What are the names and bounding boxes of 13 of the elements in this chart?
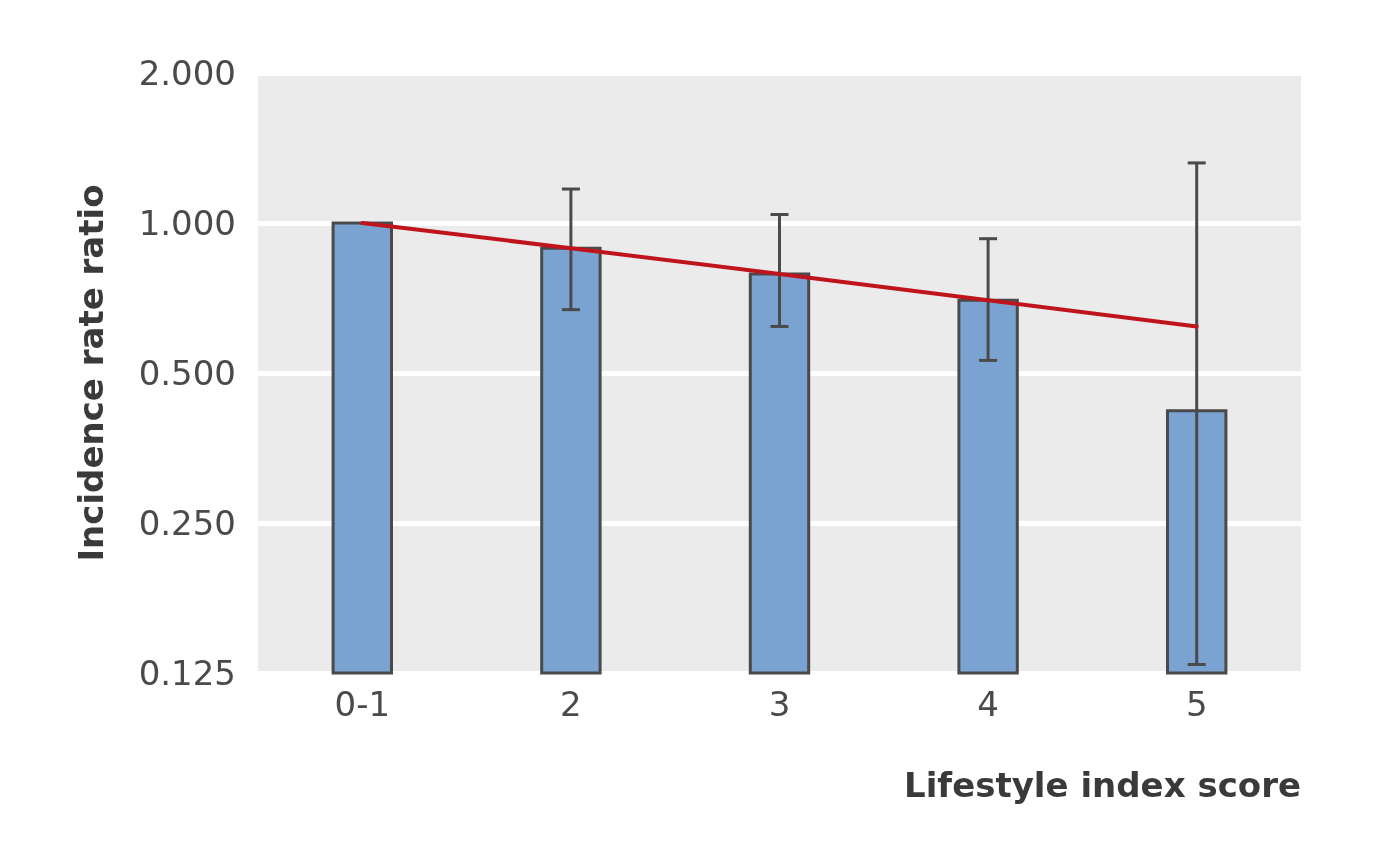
y-tick-label: 0.500 [138,353,236,393]
y-tick-label: 1.000 [138,203,236,243]
y-tick-label: 0.250 [138,503,236,543]
x-tick-label: 3 [768,684,791,724]
y-axis-title: Incidence rate ratio [71,184,111,562]
x-tick-label: 0-1 [334,684,391,724]
y-tick-label: 0.125 [138,653,236,693]
y-tick-label: 2.000 [138,53,236,93]
x-tick-label: 2 [560,684,582,724]
x-tick-label: 5 [1185,684,1208,724]
x-axis-title: Lifestyle index score [904,765,1301,805]
x-tick-label: 4 [977,684,999,724]
line-series [360,221,1199,329]
